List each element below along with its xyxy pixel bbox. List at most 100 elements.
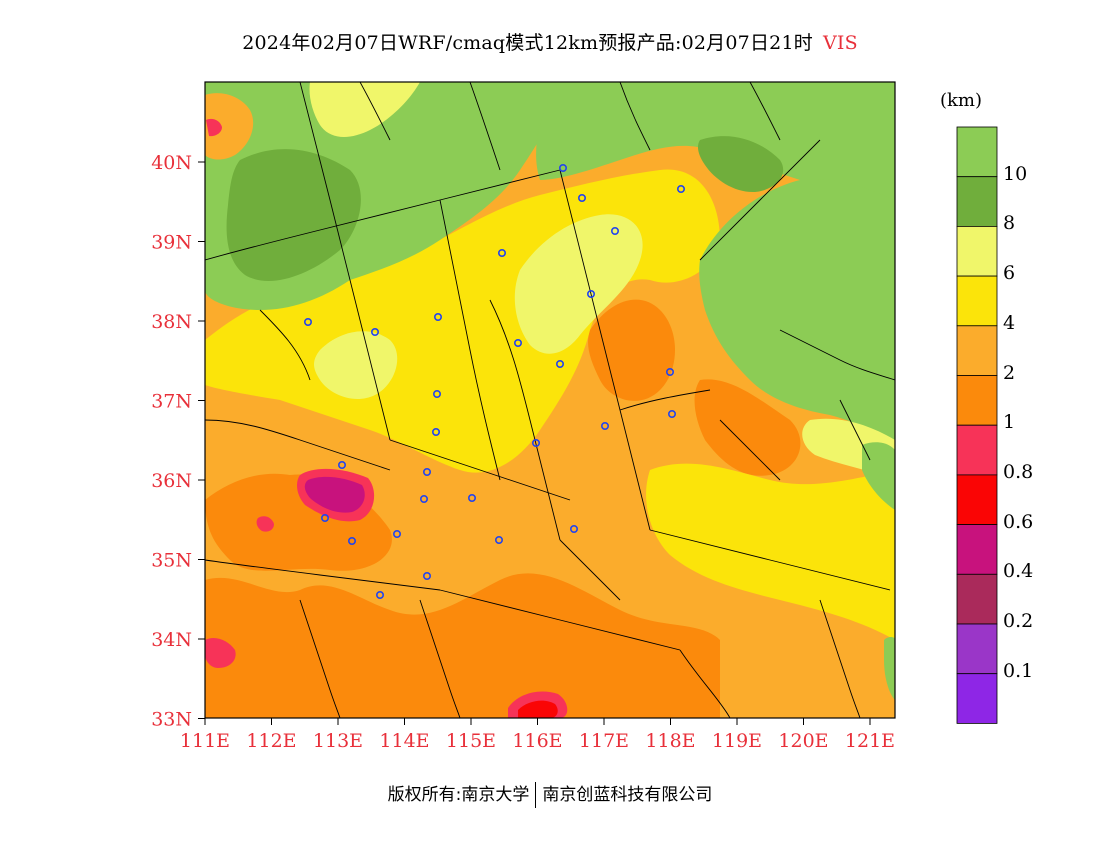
field-orange-east — [694, 379, 801, 476]
station-marker — [422, 571, 431, 580]
field-darkgreen-northwest — [226, 149, 361, 281]
station-marker — [497, 249, 506, 258]
colorbar-swatch — [956, 524, 998, 575]
station-marker — [577, 194, 586, 203]
field-green-southeast-strip — [884, 637, 895, 700]
station-marker — [337, 460, 346, 469]
colorbar-swatch — [956, 623, 998, 675]
station-markers — [303, 164, 685, 599]
footer-company: 南京创蓝科技有限公司 — [542, 785, 713, 805]
station-marker — [600, 421, 609, 430]
lat-tick-label: 33N — [151, 709, 192, 731]
colorbar-label: 10 — [1003, 162, 1028, 185]
field-pink-southwest — [205, 638, 236, 668]
footer: 版权所有:南京大学 南京创蓝科技有限公司 — [0, 780, 1100, 808]
lat-tick-label: 39N — [151, 232, 192, 254]
colorbar-label: 0.2 — [1003, 610, 1034, 632]
station-marker — [610, 227, 619, 236]
station-marker — [467, 493, 476, 502]
field-lightyellow-west — [314, 331, 398, 400]
colorbar — [956, 126, 998, 724]
colorbar-label: 0.4 — [1003, 560, 1034, 583]
lat-tick-label: 37N — [151, 391, 192, 413]
field-darkred-south — [518, 700, 558, 718]
station-marker — [494, 535, 503, 544]
station-marker — [431, 427, 440, 436]
station-marker — [392, 529, 401, 538]
colorbar-swatch — [956, 126, 998, 178]
station-marker — [555, 359, 564, 368]
colorbar-label: 0.8 — [1003, 460, 1034, 483]
field-darkgreen-north — [697, 136, 784, 193]
title-main: 2024年02月07日WRF/cmaq模式12km预报产品:02月07日21时 — [242, 32, 813, 54]
lat-tick-label: 40N — [151, 152, 192, 174]
lon-tick-label: 115E — [446, 730, 496, 752]
lon-tick-label: 113E — [313, 730, 363, 752]
field-orange-south — [205, 573, 720, 718]
station-marker — [432, 389, 441, 398]
colorbar-label: 0.6 — [1003, 510, 1034, 533]
station-marker — [347, 536, 356, 545]
station-marker — [433, 312, 442, 321]
colorbar-swatch — [956, 325, 998, 376]
station-marker — [531, 438, 540, 447]
lat-tick-label: 38N — [151, 311, 192, 333]
lat-tick-label: 35N — [151, 550, 192, 572]
colorbar-label: 6 — [1003, 262, 1016, 285]
station-marker — [422, 467, 431, 476]
colorbar-label: 2 — [1003, 361, 1016, 384]
colorbar-label: 4 — [1003, 311, 1016, 334]
colorbar-swatch — [956, 375, 998, 426]
station-marker — [676, 185, 685, 194]
field-lightyellow-central — [514, 214, 643, 354]
footer-copyright: 版权所有:南京大学 — [387, 785, 530, 805]
field-green-yellowsea — [862, 442, 895, 510]
colorbar-swatch — [956, 474, 998, 525]
station-marker — [569, 524, 578, 533]
station-marker — [513, 338, 522, 347]
lon-tick-label: 111E — [180, 730, 230, 752]
lon-tick-label: 119E — [712, 730, 762, 752]
station-marker — [320, 513, 329, 522]
station-marker — [667, 409, 676, 418]
visibility-field — [205, 82, 895, 718]
lon-tick-label: 121E — [845, 730, 895, 752]
station-marker — [419, 494, 428, 503]
colorbar-unit: (km) — [940, 90, 983, 111]
field-red-corner — [206, 118, 222, 137]
field-pink-small — [256, 516, 274, 532]
station-marker — [375, 590, 384, 599]
latitude-axis: 40N 39N 38N 37N 36N 35N 34N 33N — [151, 152, 205, 731]
station-marker — [303, 317, 312, 326]
colorbar-swatch — [956, 225, 998, 277]
colorbar-swatch — [956, 573, 998, 625]
province-boundaries — [205, 82, 895, 718]
lon-tick-label: 114E — [379, 730, 429, 752]
field-yellow-southeast — [646, 463, 895, 640]
lat-tick-label: 34N — [151, 629, 192, 651]
colorbar-label: 0.1 — [1003, 659, 1034, 682]
lon-tick-label: 117E — [579, 730, 629, 752]
lon-tick-label: 116E — [512, 730, 562, 752]
lon-tick-label: 118E — [645, 730, 695, 752]
colorbar-swatch — [956, 424, 998, 476]
field-yellow-northwest-strip — [309, 82, 420, 137]
station-marker — [370, 327, 379, 336]
station-marker — [586, 289, 595, 298]
field-orange-center — [588, 299, 675, 401]
field-magenta-west — [304, 476, 365, 513]
colorbar-label: 8 — [1003, 212, 1016, 235]
field-green-bohai — [699, 179, 895, 441]
lat-tick-label: 36N — [151, 470, 192, 492]
colorbar-swatch — [956, 176, 998, 227]
station-marker — [665, 367, 674, 376]
field-orange-corner — [205, 93, 254, 160]
footer-separator — [535, 782, 537, 808]
colorbar-swatch — [956, 673, 998, 724]
map-title: 2024年02月07日WRF/cmaq模式12km预报产品:02月07日21时 V… — [0, 28, 1100, 55]
lon-tick-label: 120E — [778, 730, 828, 752]
lon-tick-label: 112E — [246, 730, 296, 752]
title-variable: VIS — [822, 32, 858, 54]
colorbar-label: 1 — [1003, 411, 1016, 434]
